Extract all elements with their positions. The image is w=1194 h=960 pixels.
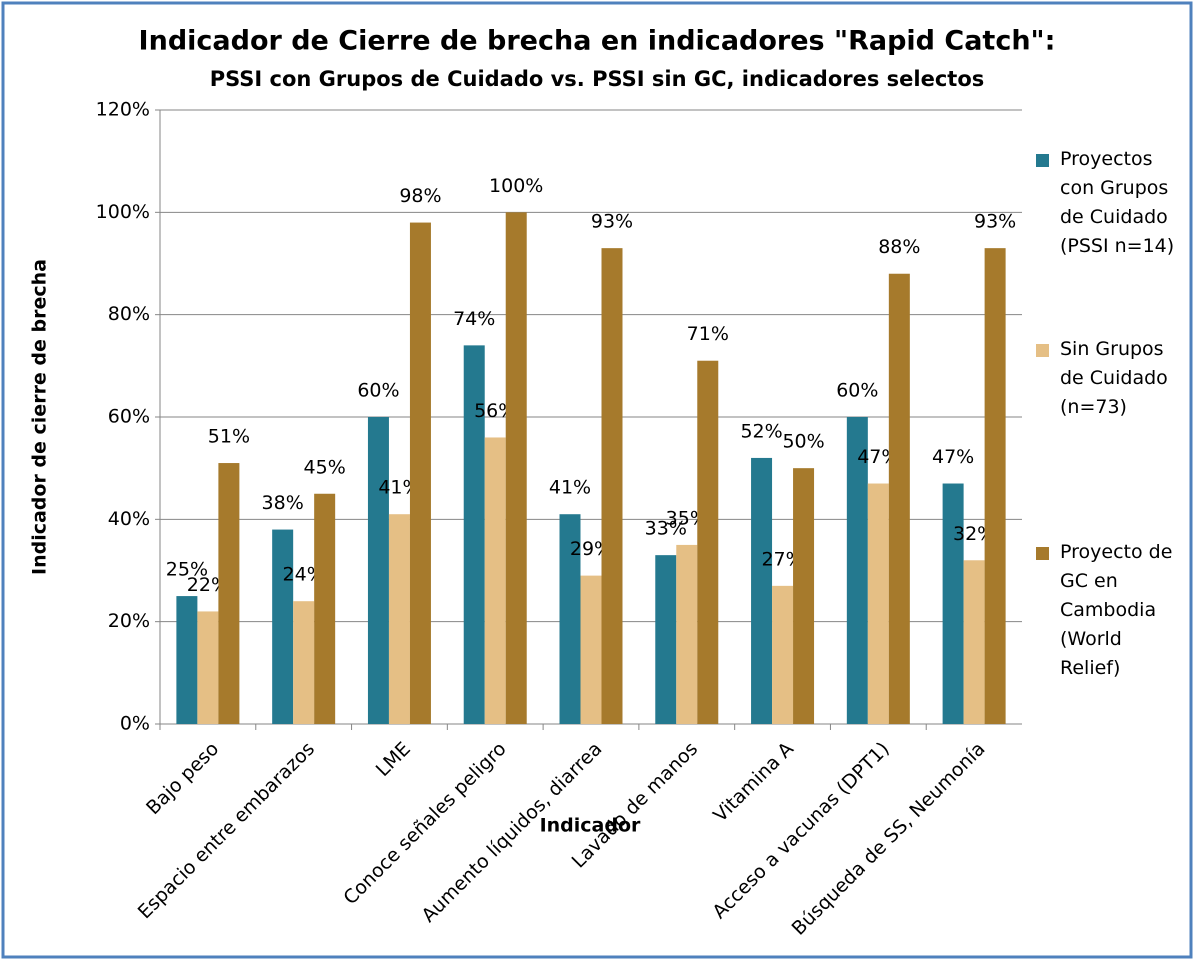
bar [697, 360, 719, 724]
legend-label: Proyecto de GC en Cambodia (World Relief… [1060, 541, 1173, 679]
value-label: 50% [782, 431, 824, 453]
bar [676, 544, 698, 724]
bar [942, 483, 964, 724]
bar [751, 457, 773, 724]
x-axis-label: Indicador [540, 815, 641, 837]
value-label: 47% [932, 446, 974, 468]
legend-swatch [1036, 547, 1049, 560]
bar [314, 493, 336, 724]
bar [580, 575, 602, 724]
value-label: 51% [208, 426, 250, 448]
y-axis-label: Indicador de cierre de brecha [29, 259, 51, 575]
bar [888, 273, 910, 724]
y-tick-label: 0% [120, 713, 150, 735]
bar [293, 601, 315, 724]
y-tick-label: 80% [108, 303, 150, 325]
bar [793, 468, 815, 724]
bar [601, 248, 623, 724]
value-label: 88% [878, 236, 920, 258]
chart-subtitle: PSSI con Grupos de Cuidado vs. PSSI sin … [210, 67, 985, 91]
bar [218, 463, 240, 724]
y-tick-label: 60% [108, 406, 150, 428]
bar [367, 417, 389, 724]
value-label: 33% [645, 518, 687, 540]
value-label: 93% [974, 211, 1016, 233]
bar [984, 248, 1006, 724]
value-label: 52% [740, 420, 782, 442]
bar [846, 417, 868, 724]
bar [272, 529, 294, 724]
bar [409, 222, 431, 725]
y-tick-label: 40% [108, 508, 150, 530]
legend-swatch [1036, 344, 1049, 357]
bar [388, 514, 410, 724]
value-label: 98% [399, 185, 441, 207]
legend-label: Proyectos con Grupos de Cuidado (PSSI n=… [1060, 148, 1175, 257]
chart-title: Indicador de Cierre de brecha en indicad… [139, 26, 1056, 57]
value-label: 41% [549, 477, 591, 499]
bar [505, 212, 527, 725]
value-label: 25% [166, 559, 208, 581]
legend-swatch [1036, 154, 1049, 167]
bar [867, 483, 889, 724]
y-tick-label: 100% [96, 201, 150, 223]
bar [484, 437, 506, 724]
bar [559, 514, 581, 724]
bar [197, 611, 219, 724]
value-label: 74% [453, 308, 495, 330]
legend-label: Sin Grupos de Cuidado (n=73) [1060, 338, 1168, 418]
value-label: 71% [687, 323, 729, 345]
value-label: 38% [262, 492, 304, 514]
value-label: 60% [357, 380, 399, 402]
y-tick-label: 20% [108, 610, 150, 632]
value-label: 60% [836, 380, 878, 402]
bar [176, 596, 198, 724]
bar [963, 560, 985, 724]
bar [772, 585, 794, 724]
value-label: 45% [304, 456, 346, 478]
bar [655, 555, 677, 724]
y-tick-label: 120% [96, 99, 150, 121]
bar [463, 345, 485, 724]
value-label: 93% [591, 211, 633, 233]
value-label: 100% [489, 175, 543, 197]
